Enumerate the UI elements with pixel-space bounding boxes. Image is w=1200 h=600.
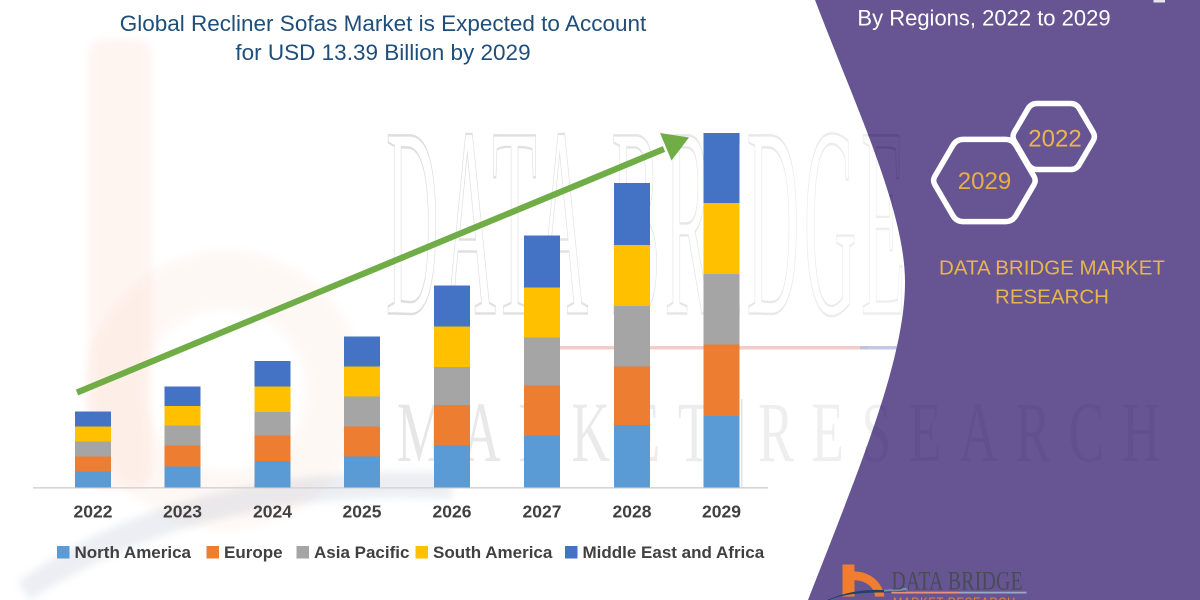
svg-text:Asia Pacific: Asia Pacific <box>314 543 409 562</box>
svg-text:MARKET RESEARCH: MARKET RESEARCH <box>893 595 1016 600</box>
svg-text:2029: 2029 <box>702 502 741 522</box>
svg-text:for USD 13.39 Billion by 2029: for USD 13.39 Billion by 2029 <box>235 40 530 65</box>
svg-text:North America: North America <box>75 543 192 562</box>
svg-text:2027: 2027 <box>523 502 562 522</box>
svg-text:2022: 2022 <box>74 502 113 522</box>
svg-text:Middle East and Africa: Middle East and Africa <box>583 543 765 562</box>
svg-text:2026: 2026 <box>433 502 472 522</box>
svg-text:RESEARCH: RESEARCH <box>995 286 1109 309</box>
svg-text:2029: 2029 <box>958 168 1011 195</box>
svg-text:2028: 2028 <box>613 502 652 522</box>
svg-text:Europe: Europe <box>224 543 283 562</box>
svg-text:DATA BRIDGE: DATA BRIDGE <box>892 567 1024 597</box>
svg-text:DATA BRIDGE MARKET: DATA BRIDGE MARKET <box>939 257 1165 280</box>
svg-text:Global Recliner Sofas Market i: Global Recliner Sofas Market is Expected… <box>120 11 647 36</box>
svg-text:2022: 2022 <box>1028 126 1081 153</box>
svg-text:2025: 2025 <box>343 502 382 522</box>
svg-text:By Regions, 2022 to 2029: By Regions, 2022 to 2029 <box>857 6 1110 31</box>
svg-text:South America: South America <box>433 543 553 562</box>
svg-text:2023: 2023 <box>163 502 202 522</box>
svg-text:2024: 2024 <box>253 502 292 522</box>
